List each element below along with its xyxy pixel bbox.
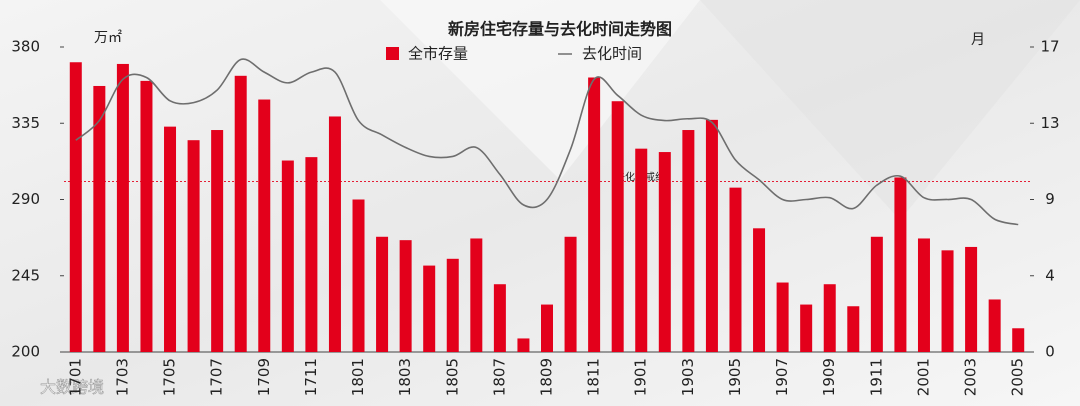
y2-tick-label: 13 xyxy=(1040,114,1059,132)
x-tick-label: 1701 xyxy=(66,358,84,396)
bar xyxy=(564,236,577,352)
y-tick-label: 380 xyxy=(11,38,40,56)
x-tick-label: 1705 xyxy=(161,358,179,396)
x-tick-label: 1811 xyxy=(585,358,603,396)
bar xyxy=(870,236,883,352)
bar xyxy=(446,258,459,352)
bar xyxy=(729,187,742,352)
x-tick-label: 1805 xyxy=(443,358,461,396)
bar xyxy=(847,306,860,352)
y-tick-label: 290 xyxy=(11,190,40,208)
bar xyxy=(352,199,365,352)
bar xyxy=(800,304,813,352)
bar xyxy=(164,126,177,352)
bg-shape xyxy=(700,0,1080,220)
bar xyxy=(399,240,412,352)
bar xyxy=(588,77,601,352)
bar xyxy=(281,160,294,352)
bar xyxy=(470,238,483,352)
x-tick-label: 1809 xyxy=(538,358,556,396)
x-tick-label: 2001 xyxy=(914,358,932,396)
x-tick-label: 1801 xyxy=(349,358,367,396)
bar xyxy=(705,119,718,352)
watermark: 大数跨境 xyxy=(40,378,104,397)
legend-label: 全市存量 xyxy=(408,45,468,63)
bar xyxy=(917,238,930,352)
x-tick-label: 1909 xyxy=(820,358,838,396)
bar xyxy=(140,80,153,352)
x-tick-label: 1907 xyxy=(773,358,791,396)
chart-title: 新房住宅存量与去化时间走势图 xyxy=(448,20,672,39)
bar xyxy=(305,157,318,352)
x-tick-label: 1901 xyxy=(632,358,650,396)
bar xyxy=(493,284,506,352)
x-tick-label: 1703 xyxy=(113,358,131,396)
x-tick-label: 1807 xyxy=(490,358,508,396)
bar xyxy=(682,130,695,352)
x-tick-label: 1803 xyxy=(396,358,414,396)
y-tick-label: 200 xyxy=(11,343,40,361)
bar xyxy=(823,284,836,352)
bar xyxy=(328,116,341,352)
bar xyxy=(93,85,106,352)
x-tick-label: 1709 xyxy=(255,358,273,396)
bar xyxy=(541,304,553,352)
line xyxy=(75,58,1019,226)
bar xyxy=(635,148,648,352)
y-tick-label: 335 xyxy=(11,114,40,132)
bar xyxy=(187,140,200,352)
bg-shape xyxy=(380,0,700,180)
bar xyxy=(1012,328,1025,352)
bar xyxy=(941,250,954,352)
bar xyxy=(965,246,978,352)
y2-tick-label: 17 xyxy=(1040,38,1059,56)
bar xyxy=(753,228,766,352)
x-tick-label: 1903 xyxy=(679,358,697,396)
y2-tick-label: 0 xyxy=(1045,343,1055,361)
bar xyxy=(234,75,247,353)
bar xyxy=(988,299,1001,352)
bar xyxy=(376,236,389,352)
bar xyxy=(116,63,129,352)
x-tick-label: 2005 xyxy=(1009,358,1027,396)
bar xyxy=(258,99,271,353)
y-unit: 万㎡ xyxy=(94,30,122,46)
bar xyxy=(517,338,530,352)
legend-label: 去化时间 xyxy=(582,45,642,63)
y2-tick-label: 4 xyxy=(1045,266,1055,284)
x-tick-label: 1911 xyxy=(867,358,885,396)
bar xyxy=(776,282,789,352)
bar xyxy=(658,152,671,352)
bar xyxy=(69,62,82,352)
y2-unit: 月 xyxy=(971,32,985,48)
y-tick-label: 245 xyxy=(11,266,40,284)
x-tick-label: 2003 xyxy=(962,358,980,396)
bar xyxy=(611,101,624,352)
x-tick-label: 1707 xyxy=(208,358,226,396)
bar xyxy=(894,177,907,352)
x-tick-label: 1711 xyxy=(302,358,320,396)
y2-tick-label: 9 xyxy=(1045,190,1055,208)
legend-swatch xyxy=(386,47,399,60)
bar xyxy=(211,130,224,352)
x-tick-label: 1905 xyxy=(726,358,744,396)
bar xyxy=(423,265,436,352)
